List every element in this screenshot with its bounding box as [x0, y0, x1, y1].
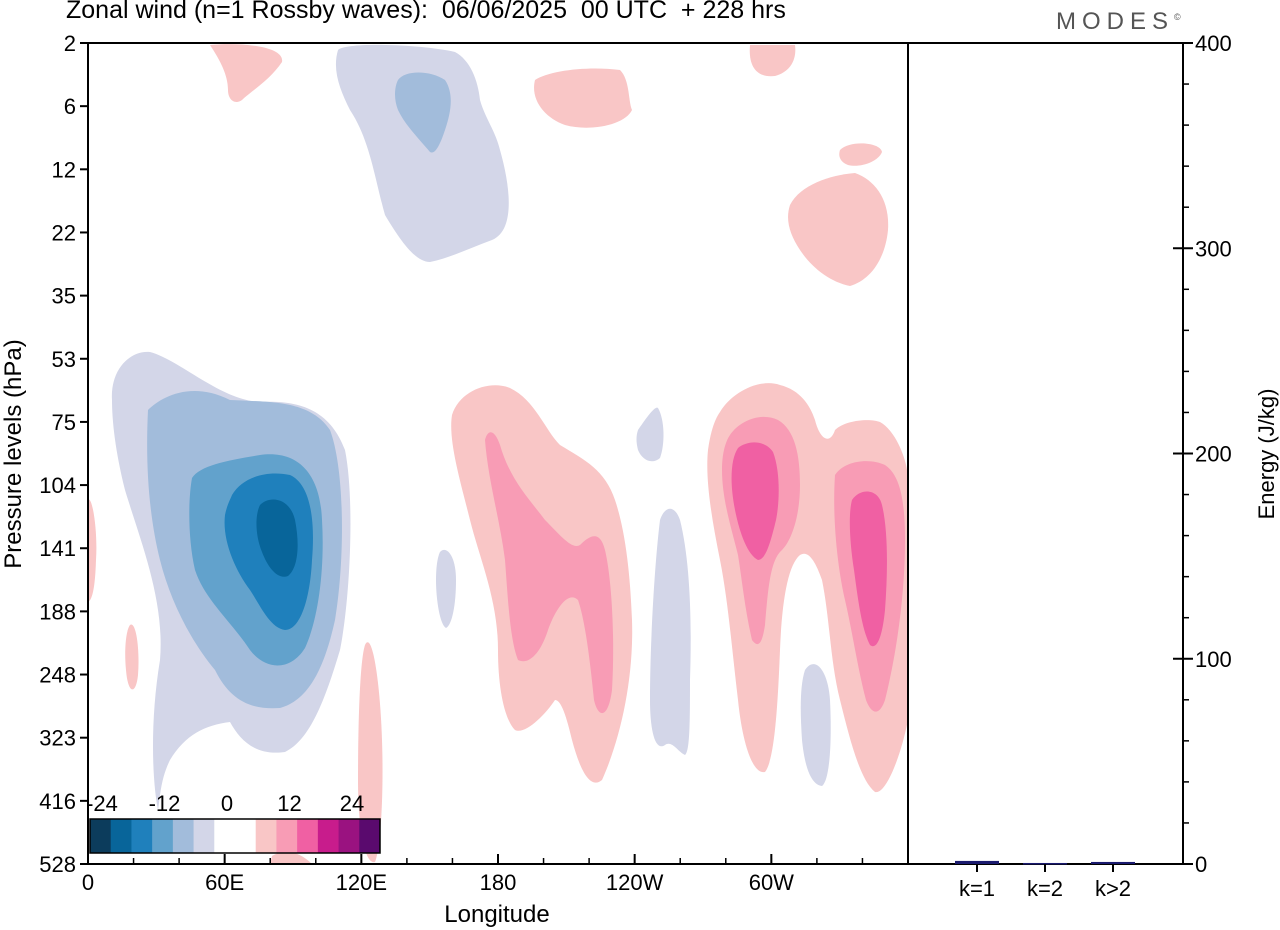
pressure-tick-label: 22	[52, 220, 76, 245]
colorbar-swatch	[214, 819, 236, 853]
pressure-tick-label: 141	[39, 536, 76, 561]
pressure-tick-label: 248	[39, 663, 76, 688]
contour-pos-east-2	[849, 491, 887, 647]
energy-category-label: k>2	[1095, 876, 1131, 901]
longitude-tick-label: 60E	[205, 870, 244, 895]
energy-tick-label: 200	[1195, 442, 1232, 467]
colorbar-swatch	[110, 819, 132, 853]
energy-category-label: k=2	[1027, 876, 1063, 901]
colorbar-swatch	[172, 819, 195, 853]
energy-bar	[955, 860, 999, 864]
energy-category-label: k=1	[959, 876, 995, 901]
modes-logo: MODES©	[1056, 8, 1181, 36]
pressure-tick-label: 12	[52, 157, 76, 182]
contour-pos-bottom	[270, 851, 312, 864]
pressure-tick-label: 528	[39, 852, 76, 877]
colorbar-swatch	[90, 819, 112, 853]
contour-field	[88, 44, 908, 864]
contour-pos-small-1	[125, 624, 139, 690]
chart-title: Zonal wind (n=1 Rossby waves): 06/06/202…	[66, 0, 786, 24]
contour-pos-top-3	[749, 45, 796, 77]
energy-tick-label: 400	[1195, 31, 1232, 56]
colorbar-swatch	[317, 819, 340, 853]
ylabel-energy: Energy (J/kg)	[1254, 389, 1279, 520]
contour-pos-dateline-2	[485, 432, 614, 714]
colorbar-swatch	[359, 819, 381, 853]
energy-bars: k=1 k=2 k>2	[955, 860, 1135, 901]
xlabel-longitude: Longitude	[444, 901, 549, 928]
colorbar-swatch	[152, 819, 174, 853]
pressure-tick-label: 75	[52, 410, 76, 435]
colorbar-tick-label: 0	[221, 791, 233, 816]
contour-pos-top-5	[788, 173, 889, 286]
longitude-tick-label: 0	[82, 870, 94, 895]
longitude-tick-label: 60W	[749, 870, 794, 895]
contour-pos-top-2	[534, 68, 632, 128]
pressure-tick-label: 53	[52, 347, 76, 372]
pressure-tick-label: 104	[39, 473, 76, 498]
contour-neg-level5	[256, 499, 298, 577]
pressure-tick-label: 416	[39, 789, 76, 814]
colorbar-tick-label: 12	[277, 791, 301, 816]
ylabel-pressure: Pressure levels (hPa)	[0, 339, 27, 568]
energy-tick-label: 300	[1195, 236, 1232, 261]
contour-pos-left-edge	[88, 499, 97, 602]
energy-bar	[1023, 862, 1067, 865]
colorbar-swatch	[235, 819, 257, 853]
brand-mark: ©	[1174, 12, 1181, 22]
contour-upper-neg-2	[395, 72, 451, 153]
longitude-tick-label: 180	[480, 870, 517, 895]
colorbar-tick-label: -12	[149, 791, 181, 816]
contour-neg-small-2	[636, 407, 664, 462]
colorbar-swatch	[255, 819, 277, 853]
energy-bar	[1091, 861, 1135, 864]
colorbar-frame	[89, 818, 381, 854]
contour-pos-top-4	[839, 143, 882, 166]
colorbar-swatch	[276, 819, 298, 853]
energy-tick-label: 100	[1195, 647, 1232, 672]
colorbar: -24 -12 0 12 24	[86, 791, 381, 854]
energy-axis: 0 100 200 300 400	[1173, 31, 1232, 877]
colorbar-swatch	[131, 819, 153, 853]
contour-pos-60w-3	[731, 442, 779, 560]
colorbar-swatch	[193, 819, 215, 853]
pressure-tick-label: 35	[52, 284, 76, 309]
longitude-tick-label: 120E	[336, 870, 387, 895]
colorbar-tick-label: 24	[340, 791, 364, 816]
pressure-tick-label: 2	[64, 31, 76, 56]
pressure-tick-label: 323	[39, 726, 76, 751]
colorbar-swatch	[338, 819, 360, 853]
colorbar-tick-label: -24	[86, 791, 118, 816]
pressure-tick-label: 188	[39, 599, 76, 624]
longitude-tick-label: 120W	[606, 870, 664, 895]
contour-upper-neg-1	[335, 44, 509, 263]
contour-neg-small-4	[800, 664, 831, 786]
contour-pos-small-2	[358, 642, 383, 863]
energy-plot-frame	[907, 42, 1184, 865]
energy-tick-label: 0	[1195, 852, 1207, 877]
pressure-axis: 2 6 12 22 35 53 75 104 141 188 248 323 416 528	[39, 31, 88, 877]
pressure-tick-label: 6	[64, 94, 76, 119]
contour-pos-top-1	[210, 44, 283, 102]
colorbar-swatch	[297, 819, 319, 853]
brand-text: MODES	[1056, 8, 1175, 35]
longitude-axis: 0 60E 120E 180 120W 60W	[82, 854, 909, 895]
contour-neg-small-3	[650, 508, 691, 755]
contour-neg-small-1	[436, 549, 456, 628]
